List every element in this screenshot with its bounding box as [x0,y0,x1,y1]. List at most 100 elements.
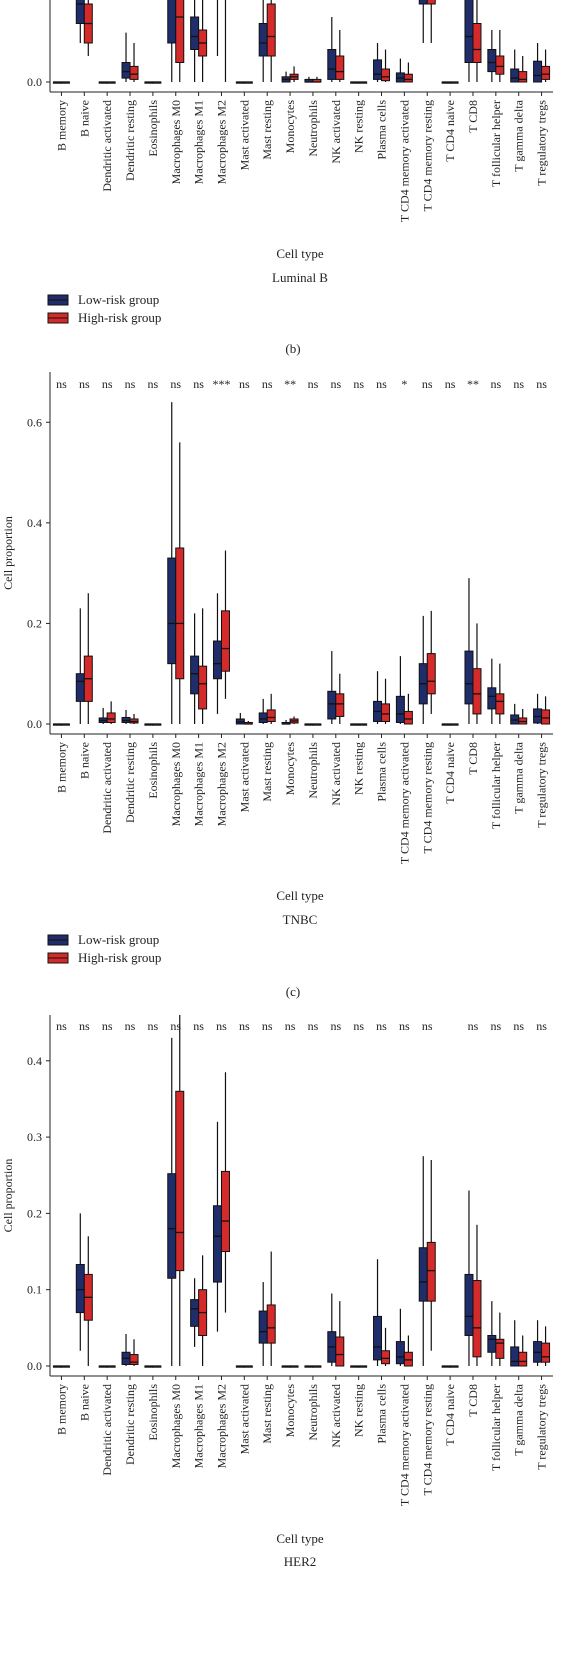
significance-label: * [401,377,407,391]
low-risk-box [395,656,405,724]
low-risk-box [510,1320,520,1367]
box-body [258,712,268,723]
box-body [335,693,345,717]
x-tick-label: Macrophages M1 [192,742,206,826]
x-tick-label: B memory [54,1384,68,1435]
high-risk-box [243,720,253,725]
y-axis-label: Cell proportion [1,516,15,590]
high-risk-box [243,1365,253,1368]
box-body [167,0,177,44]
chart-subtitle: Luminal B [272,270,328,285]
low-risk-box [373,43,383,82]
x-tick-label: T CD4 memory activated [397,742,411,864]
high-risk-box [198,0,208,82]
x-tick-label: NK activated [329,100,343,164]
x-tick-label: T follicular helper [489,742,503,829]
y-tick-label: 0.0 [27,75,42,89]
low-risk-box [52,1365,62,1368]
low-risk-box [487,1301,497,1366]
high-risk-box [472,0,482,82]
significance-label: ns [399,1019,410,1033]
box-body [381,1350,391,1365]
x-tick-label: B memory [54,742,68,793]
high-risk-box [129,713,139,724]
box-body [190,16,200,50]
low-risk-box [418,615,428,724]
box-body [464,0,474,63]
box-body [129,1354,139,1365]
high-risk-box [449,723,459,726]
x-tick-label: Mast resting [260,100,274,160]
significance-label: ns [193,377,204,391]
y-tick-label: 0.2 [27,616,42,630]
box-body [220,1170,230,1253]
x-tick-label: Eosinophils [146,742,160,799]
box-body [381,703,391,722]
low-risk-box [304,76,314,83]
high-risk-box [358,81,368,84]
y-tick-label: 0.0 [27,1359,42,1373]
x-tick-label: Macrophages M2 [214,742,228,826]
high-risk-box [358,1365,368,1368]
low-risk-box [216,0,219,56]
low-risk-box [487,658,497,724]
significance-label: ns [536,1019,547,1033]
low-risk-box [281,719,291,725]
box-body [190,655,200,695]
box-body [418,0,428,5]
box-body [472,668,482,715]
high-risk-box [83,0,93,56]
significance-label: ns [216,1019,227,1033]
low-risk-box [350,1365,360,1368]
low-risk-box [144,1365,154,1368]
high-risk-box [518,56,528,83]
x-tick-label: T regulatory tregs [535,742,549,828]
x-tick-label: Macrophages M2 [214,100,228,184]
x-tick-label: T CD4 memory activated [397,100,411,222]
box-body [518,1351,528,1367]
low-risk-box [464,578,474,724]
box-body [335,55,345,80]
box-body [403,710,413,725]
box-body [212,640,222,680]
x-tick-label: T regulatory tregs [535,1384,549,1470]
x-tick-label: T CD4 naive [443,742,457,804]
box-body [75,1264,85,1314]
low-risk-box [212,593,222,714]
low-risk-box [395,58,405,83]
significance-label: ns [513,377,524,391]
high-risk-box [152,1365,162,1368]
significance-label: ns [308,1019,319,1033]
significance-label: ns [56,377,67,391]
low-risk-box [373,1259,383,1366]
x-tick-label: Dendritic resting [123,100,137,181]
box-body [167,1173,177,1279]
x-tick-label: T CD4 memory resting [420,100,434,211]
low-risk-box [75,608,85,724]
low-risk-box [373,671,383,724]
box-body [327,49,337,80]
significance-label: ns [353,377,364,391]
legend: Low-risk group High-risk group [47,932,161,965]
box-body [426,0,436,5]
low-risk-box [464,0,474,82]
box-body [327,690,337,720]
low-risk-box [75,1213,85,1351]
x-tick-label: Macrophages M0 [169,100,183,184]
box-body [495,55,505,75]
high-risk-box [175,442,185,724]
box-body [175,1090,185,1272]
low-risk-box [327,651,337,724]
high-risk-box [312,723,322,726]
low-risk-box [167,0,177,82]
high-risk-box [541,49,551,82]
chart-panel-3: 0.0 0.1 0.2 0.3 0.4 Cell proportion B memory ns… [1,984,553,1569]
significance-label: ns [170,1019,181,1033]
low-risk-box [190,0,200,82]
significance-label: ns [125,377,136,391]
high-risk-box [60,81,70,84]
x-tick-label: Dendritic activated [100,100,114,192]
x-axis-title: Cell type [276,888,324,903]
x-tick-label: Macrophages M2 [214,1384,228,1468]
significance-label: ns [330,1019,341,1033]
